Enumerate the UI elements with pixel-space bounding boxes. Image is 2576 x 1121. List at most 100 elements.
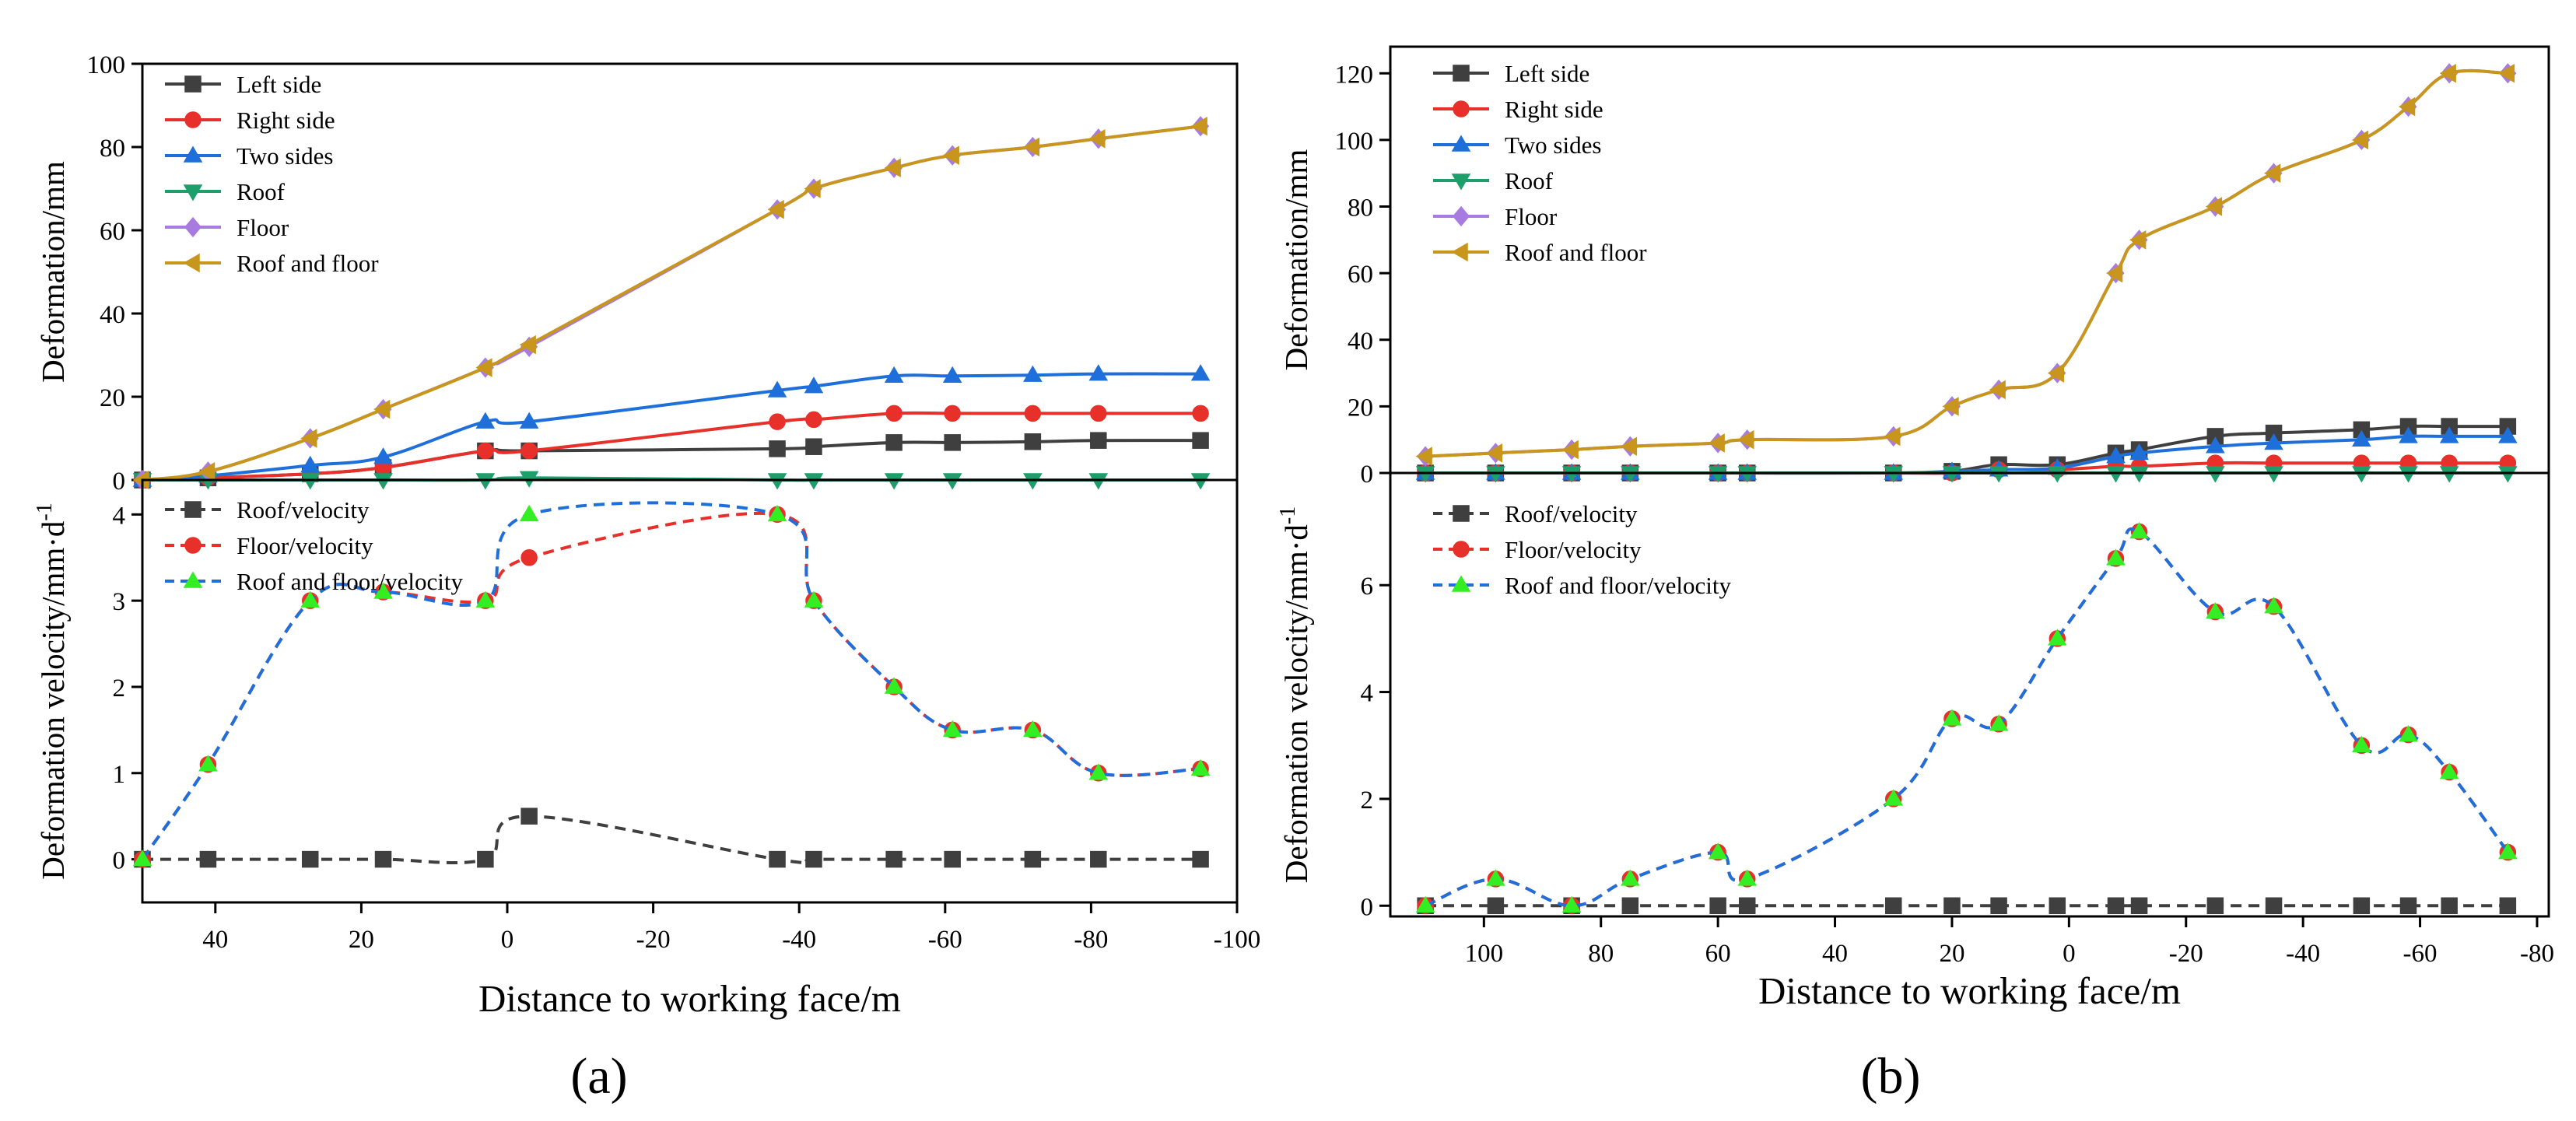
legend-label: Left side: [237, 71, 321, 98]
legend-item: Floor/velocity: [165, 532, 373, 559]
data-point: [1090, 850, 1107, 868]
legend-item: Roof: [165, 178, 286, 205]
legend-marker: [184, 111, 202, 128]
data-point: [1884, 897, 1902, 915]
x-tick-label: -60: [2403, 940, 2438, 968]
data-point: [2441, 897, 2458, 915]
series-two-sides: [132, 364, 1211, 487]
data-point: [769, 850, 786, 868]
data-point: [520, 442, 538, 460]
data-point: [1708, 843, 1728, 860]
data-point: [1024, 405, 1042, 422]
x-tick-label: -20: [636, 926, 671, 954]
data-point: [520, 807, 538, 825]
legend-marker: [1453, 541, 1470, 558]
legend-marker: [183, 571, 203, 588]
y-tick-label: 3: [113, 588, 126, 616]
legend-marker: [1451, 575, 1471, 592]
data-point: [198, 755, 218, 772]
data-point: [2265, 897, 2283, 915]
legend-label: Floor: [1505, 203, 1558, 230]
data-point: [804, 377, 824, 394]
data-point: [2351, 130, 2369, 150]
data-point: [2498, 843, 2518, 860]
data-point: [132, 850, 152, 867]
data-point: [942, 366, 962, 383]
legend-label: Right side: [237, 107, 335, 134]
x-tick-label: 20: [349, 926, 374, 954]
data-point: [2206, 436, 2225, 454]
legend-item: Left side: [165, 71, 321, 98]
panel-label: (b): [1861, 1048, 1921, 1105]
legend-label: Two sides: [237, 142, 333, 170]
x-tick-label: 0: [501, 926, 514, 954]
data-point: [2439, 426, 2459, 443]
data-point: [1942, 397, 1959, 416]
legend-label: Roof: [1505, 167, 1554, 194]
x-tick-label: 40: [1822, 940, 1848, 968]
x-tick-label: -60: [928, 926, 962, 954]
data-point: [2499, 897, 2517, 915]
data-point: [300, 429, 317, 448]
data-point: [2106, 548, 2126, 566]
data-point: [2205, 197, 2223, 216]
data-point: [475, 412, 496, 429]
data-point: [374, 850, 392, 868]
data-point: [2399, 426, 2418, 443]
y-tick-label: 6: [1361, 573, 1374, 601]
x-tick-label: 80: [1588, 940, 1614, 968]
series-line: [141, 501, 1201, 860]
x-tick-label: -80: [1074, 926, 1108, 954]
data-point: [2264, 433, 2283, 450]
legend-marker: [183, 253, 200, 273]
x-tick-label: -20: [2169, 940, 2203, 968]
data-point: [1022, 137, 1040, 157]
data-point: [2497, 63, 2515, 83]
data-point: [942, 145, 959, 166]
y-axis-title: Deformation velocity/mm·d-1: [1276, 506, 1314, 883]
data-point: [373, 582, 393, 599]
data-point: [1737, 429, 1754, 450]
series-roof-and-floor: [132, 116, 1207, 490]
series-roof-and-floor-velocity: [132, 501, 1211, 867]
data-point: [2206, 602, 2225, 619]
x-tick-label: -40: [782, 926, 816, 954]
legend-label: Roof and floor: [237, 250, 379, 277]
data-point: [944, 434, 961, 451]
legend-marker: [1451, 242, 1468, 262]
data-point: [1023, 720, 1043, 737]
data-point: [805, 438, 822, 455]
data-point: [1024, 433, 1042, 450]
data-point: [1090, 405, 1107, 422]
legend-item: Floor: [165, 214, 289, 241]
data-point: [2439, 762, 2459, 779]
legend-marker: [184, 501, 202, 518]
data-point: [2048, 629, 2067, 646]
y-tick-label: 100: [87, 51, 126, 79]
data-point: [942, 720, 962, 737]
legend-marker: [1451, 135, 1471, 152]
legend-marker: [1453, 205, 1470, 227]
data-point: [2399, 96, 2416, 117]
data-point: [1884, 426, 1901, 447]
y-tick-label: 20: [1348, 394, 1373, 422]
y-tick-label: 2: [1361, 786, 1374, 814]
legend-item: Roof/velocity: [1433, 500, 1638, 527]
series-roof-velocity: [134, 807, 1209, 868]
data-point: [1190, 758, 1211, 776]
data-point: [1561, 895, 1582, 913]
x-tick-label: 100: [1465, 940, 1504, 968]
y-axis-title-superscript: -1: [33, 503, 57, 520]
y-axis-title: Deformation/mm: [35, 161, 71, 383]
data-point: [885, 405, 902, 422]
data-point: [1190, 116, 1207, 136]
plot-frame: [141, 478, 1239, 904]
data-point: [475, 358, 492, 377]
data-point: [1088, 364, 1109, 381]
data-point: [477, 442, 494, 460]
y-tick-label: 0: [1361, 893, 1374, 921]
data-point: [2129, 443, 2149, 461]
legend-label: Roof and floor: [1505, 239, 1647, 266]
y-axis-title-text: Deformation/mm: [35, 161, 71, 383]
